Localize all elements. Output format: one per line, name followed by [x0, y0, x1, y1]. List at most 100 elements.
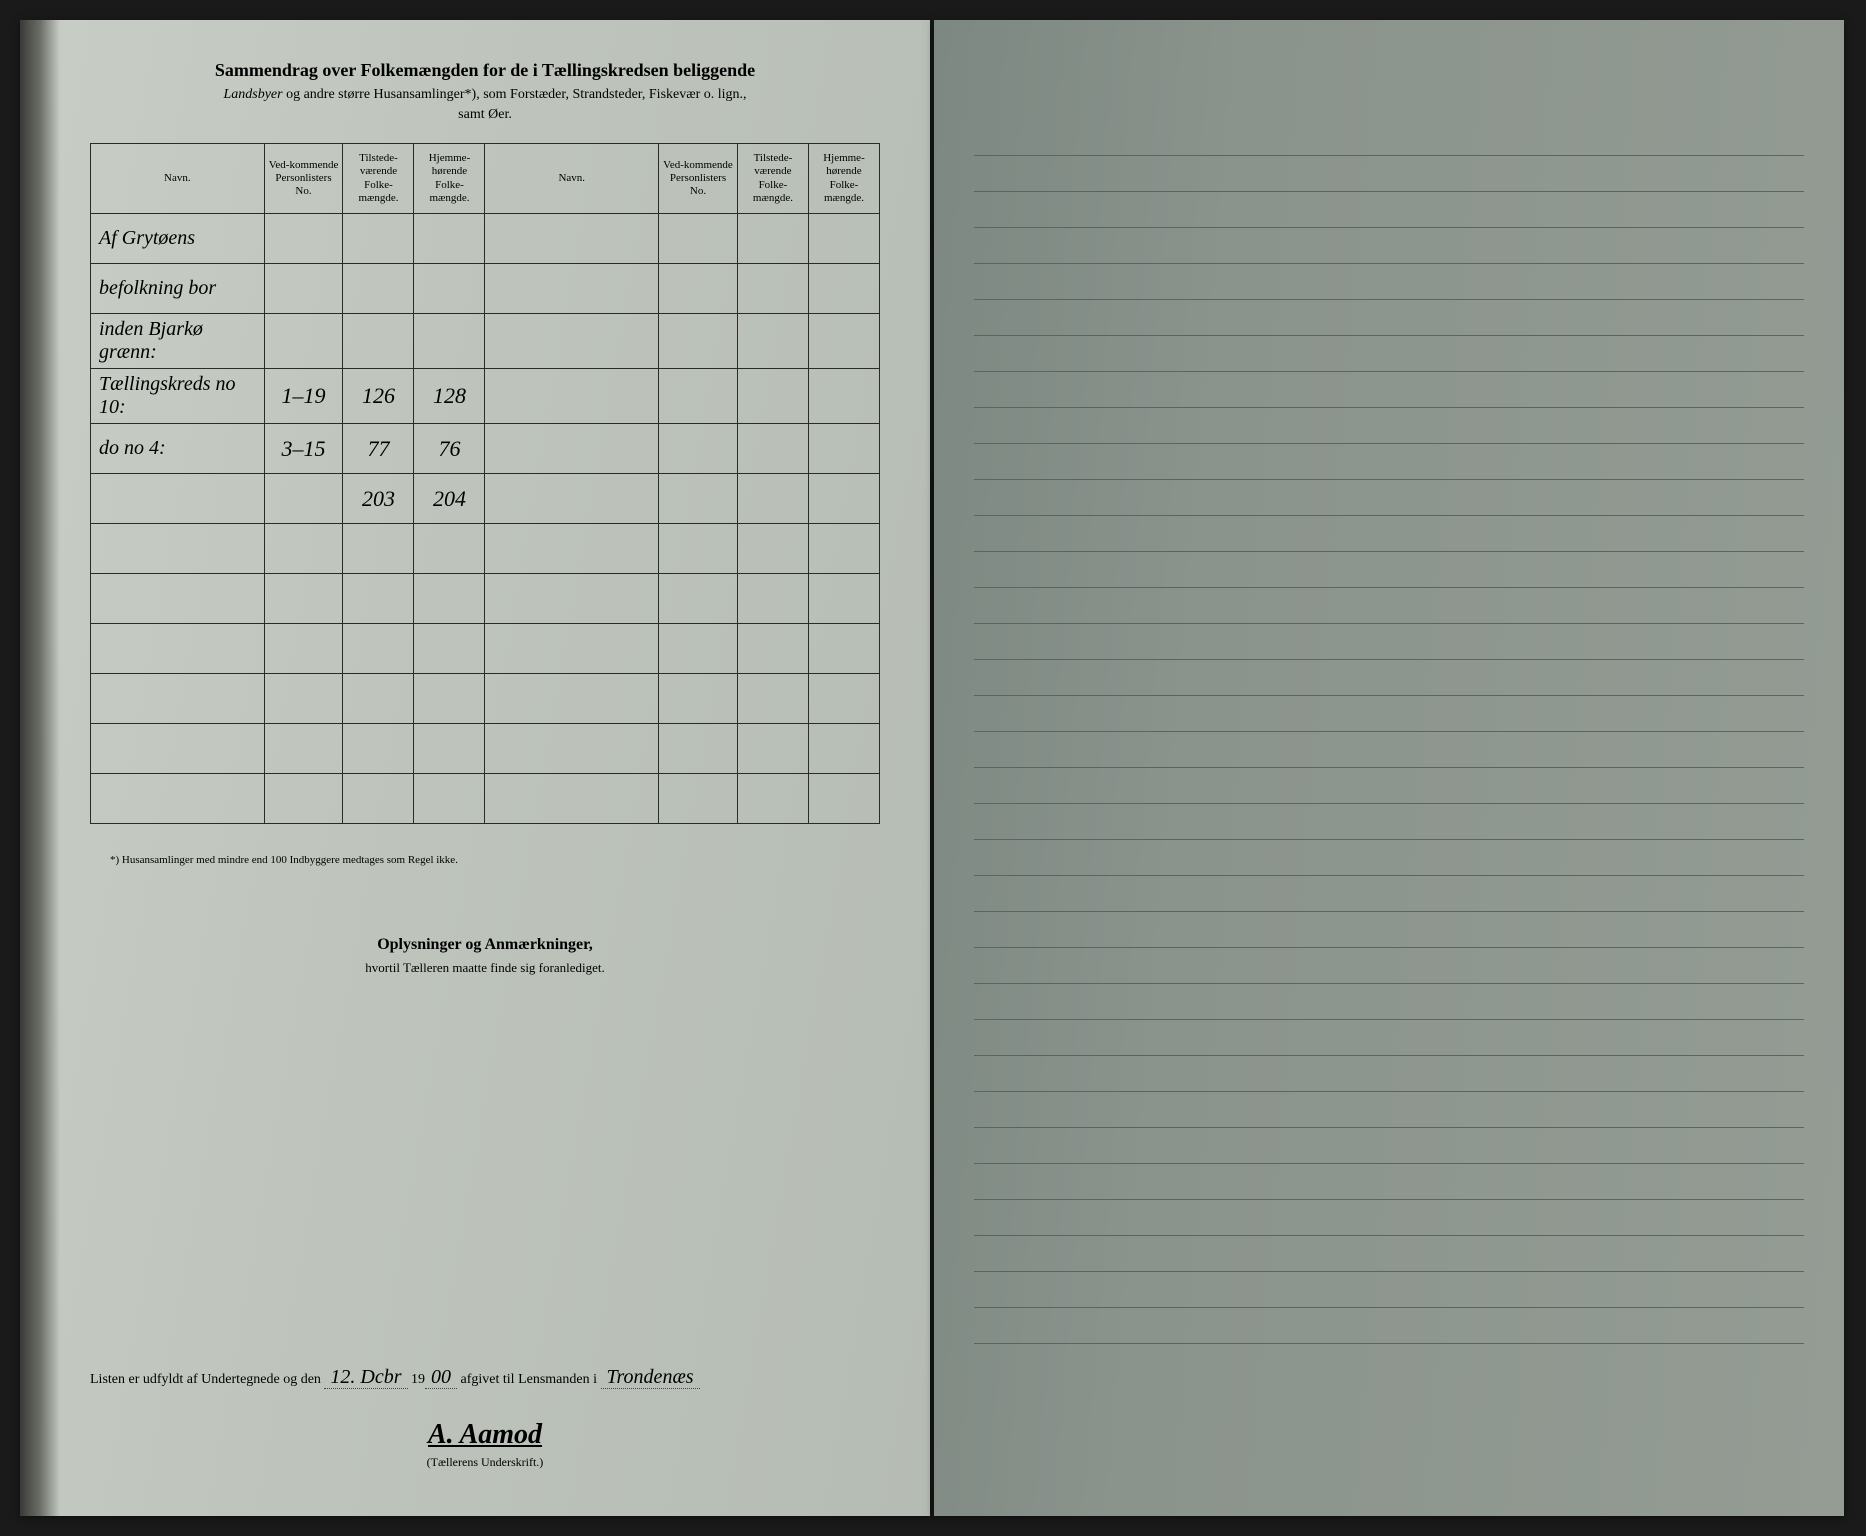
subtitle-rest: og andre større Husansamlinger*), som Fo… [283, 87, 747, 102]
cell-empty [659, 524, 738, 574]
ruled-line [974, 264, 1804, 300]
cell-empty [485, 724, 659, 774]
cell-empty [659, 474, 738, 524]
cell-til: 77 [343, 424, 414, 474]
cell-empty [264, 724, 343, 774]
cell-navn: inden Bjarkø grænn: [91, 314, 265, 369]
cell-empty [808, 674, 879, 724]
col-hjemme-2: Hjemme-hørende Folke-mængde. [808, 144, 879, 214]
table-row: inden Bjarkø grænn: [91, 314, 880, 369]
total-hjm: 204 [414, 474, 485, 524]
cell-empty [659, 674, 738, 724]
cell-empty [414, 524, 485, 574]
cell-navn: do no 4: [91, 424, 265, 474]
cell-empty [808, 474, 879, 524]
table-row: Tællingskreds no 10:1–19126128 [91, 369, 880, 424]
signature-label: (Tællerens Underskrift.) [90, 1455, 880, 1470]
cell-empty [91, 474, 265, 524]
cell-empty [485, 624, 659, 674]
ruled-line [974, 228, 1804, 264]
cell-empty [485, 424, 659, 474]
footnote: *) Husansamlinger med mindre end 100 Ind… [90, 854, 880, 866]
page-subtitle: Landsbyer og andre større Husansamlinger… [90, 87, 880, 103]
ruled-line [974, 1200, 1804, 1236]
cell-hjm: 76 [414, 424, 485, 474]
signature-area: A. Aamod (Tællerens Underskrift.) [90, 1419, 880, 1470]
ruled-line [974, 588, 1804, 624]
cell-empty [264, 624, 343, 674]
cell-empty [264, 574, 343, 624]
attest-prefix: Listen er udfyldt af Undertegnede og den [90, 1372, 321, 1387]
cell-empty [485, 524, 659, 574]
cell-navn: Tællingskreds no 10: [91, 369, 265, 424]
cell-hjm: 128 [414, 369, 485, 424]
cell-empty [91, 724, 265, 774]
cell-empty [659, 369, 738, 424]
cell-empty [485, 369, 659, 424]
remarks-section: Oplysninger og Anmærkninger, hvortil Tæl… [90, 936, 880, 976]
ruled-line [974, 1128, 1804, 1164]
cell-empty [808, 774, 879, 824]
ruled-line [974, 732, 1804, 768]
cell-empty [91, 624, 265, 674]
ruled-line [974, 624, 1804, 660]
cell-empty [808, 574, 879, 624]
ruled-line [974, 552, 1804, 588]
cell-empty [485, 314, 659, 369]
cell-empty [264, 674, 343, 724]
cell-hjm [414, 314, 485, 369]
ruled-line [974, 444, 1804, 480]
cell-empty [343, 524, 414, 574]
cell-no [264, 264, 343, 314]
cell-empty [659, 314, 738, 369]
cell-empty [659, 574, 738, 624]
ruled-line [974, 912, 1804, 948]
attest-date: 12. Dcbr [324, 1366, 407, 1389]
left-page: Sammendrag over Folkemængden for de i Tæ… [20, 20, 930, 1516]
ruled-line [974, 1164, 1804, 1200]
cell-empty [737, 524, 808, 574]
ruled-line [974, 1308, 1804, 1344]
cell-empty [485, 774, 659, 824]
cell-empty [414, 624, 485, 674]
attestation-line: Listen er udfyldt af Undertegnede og den… [90, 1366, 880, 1389]
cell-empty [808, 214, 879, 264]
col-personlister: Ved-kommende Personlisters No. [264, 144, 343, 214]
cell-empty [659, 724, 738, 774]
page-subtitle2: samt Øer. [90, 107, 880, 123]
cell-empty [414, 724, 485, 774]
cell-empty [808, 524, 879, 574]
cell-empty [414, 574, 485, 624]
cell-empty [808, 624, 879, 674]
cell-empty [343, 774, 414, 824]
ruled-line [974, 984, 1804, 1020]
cell-empty [737, 624, 808, 674]
ruled-line [974, 372, 1804, 408]
col-navn: Navn. [91, 144, 265, 214]
table-row [91, 724, 880, 774]
ruled-line [974, 1236, 1804, 1272]
ruled-line [974, 120, 1804, 156]
cell-navn: Af Grytøens [91, 214, 265, 264]
table-row [91, 674, 880, 724]
cell-no [264, 214, 343, 264]
remarks-title: Oplysninger og Anmærkninger, [90, 936, 880, 954]
cell-empty [91, 574, 265, 624]
cell-empty [343, 724, 414, 774]
cell-navn: befolkning bor [91, 264, 265, 314]
cell-empty [485, 574, 659, 624]
cell-empty [659, 424, 738, 474]
table-row: Af Grytøens [91, 214, 880, 264]
binding-shadow [20, 20, 60, 1516]
attest-year-prefix: 19 [411, 1372, 425, 1387]
cell-empty [737, 424, 808, 474]
cell-empty [659, 264, 738, 314]
cell-empty [808, 369, 879, 424]
cell-empty [264, 474, 343, 524]
cell-empty [737, 774, 808, 824]
ruled-line [974, 804, 1804, 840]
cell-empty [737, 214, 808, 264]
cell-til: 126 [343, 369, 414, 424]
cell-no [264, 314, 343, 369]
col-hjemme: Hjemme-hørende Folke-mængde. [414, 144, 485, 214]
